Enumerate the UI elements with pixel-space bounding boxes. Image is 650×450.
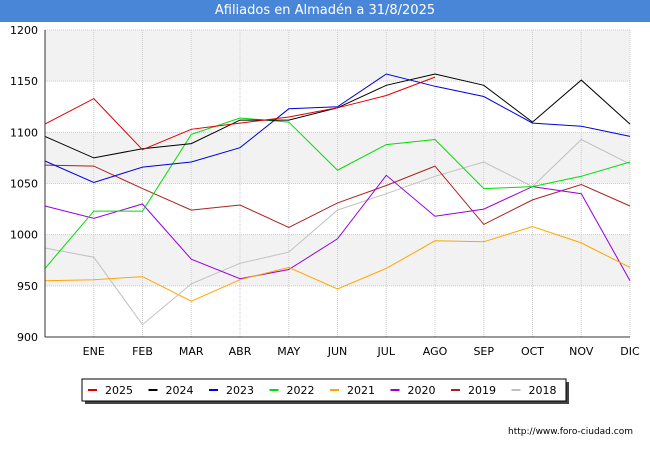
x-tick-label: FEB [132,345,153,358]
legend-label-2019: 2019 [468,384,496,397]
legend-label-2024: 2024 [166,384,194,397]
legend: 2025 2024 2023 2022 2021 2020 2019 2018 [81,378,569,404]
x-tick-label: MAR [179,345,204,358]
x-tick-label: DIC [620,345,640,358]
axes [44,30,630,338]
legend-box [81,378,567,402]
legend-label-2021: 2021 [347,384,375,397]
y-tick-label: 1050 [10,178,38,191]
y-tick-label: 1100 [10,126,38,139]
x-tick-label: OCT [521,345,544,358]
y-tick-label: 1150 [10,75,38,88]
series-line-2019 [44,164,631,229]
legend-label-2020: 2020 [408,384,436,397]
x-tick-label: MAY [277,345,300,358]
legend-label-2022: 2022 [287,384,315,397]
source-url: http://www.foro-ciudad.com [508,427,633,437]
series-line-2023 [44,73,631,184]
y-tick-labels: 900 950 1000 1050 1100 1150 1200 [10,24,38,344]
x-tick-label: JUL [377,345,396,358]
legend-label-2018: 2018 [529,384,557,397]
y-tick-label: 1000 [10,229,38,242]
x-tick-label: ABR [229,345,252,358]
x-tick-label: JUN [327,345,348,358]
x-tick-label: ENE [83,345,105,358]
x-tick-label: SEP [473,345,494,358]
chart-title-bar: Afiliados en Almadén a 31/8/2025 [0,0,650,22]
x-tick-label: NOV [569,345,594,358]
series-line-2022 [44,117,631,269]
series-lines [44,73,631,326]
series-line-2025 [44,76,436,151]
x-tick-labels: ENE FEB MAR ABR MAY JUN JUL AGO SEP OCT NOV DIC [83,345,640,358]
band [45,30,630,82]
y-tick-label: 1200 [10,24,38,37]
y-tick-label: 900 [17,331,38,344]
chart-title: Afiliados en Almadén a 31/8/2025 [214,3,436,18]
legend-label-2023: 2023 [226,384,254,397]
x-tick-label: AGO [423,345,448,358]
legend-label-2025: 2025 [105,384,133,397]
y-tick-label: 950 [17,280,38,293]
series-line-2021 [44,225,631,302]
